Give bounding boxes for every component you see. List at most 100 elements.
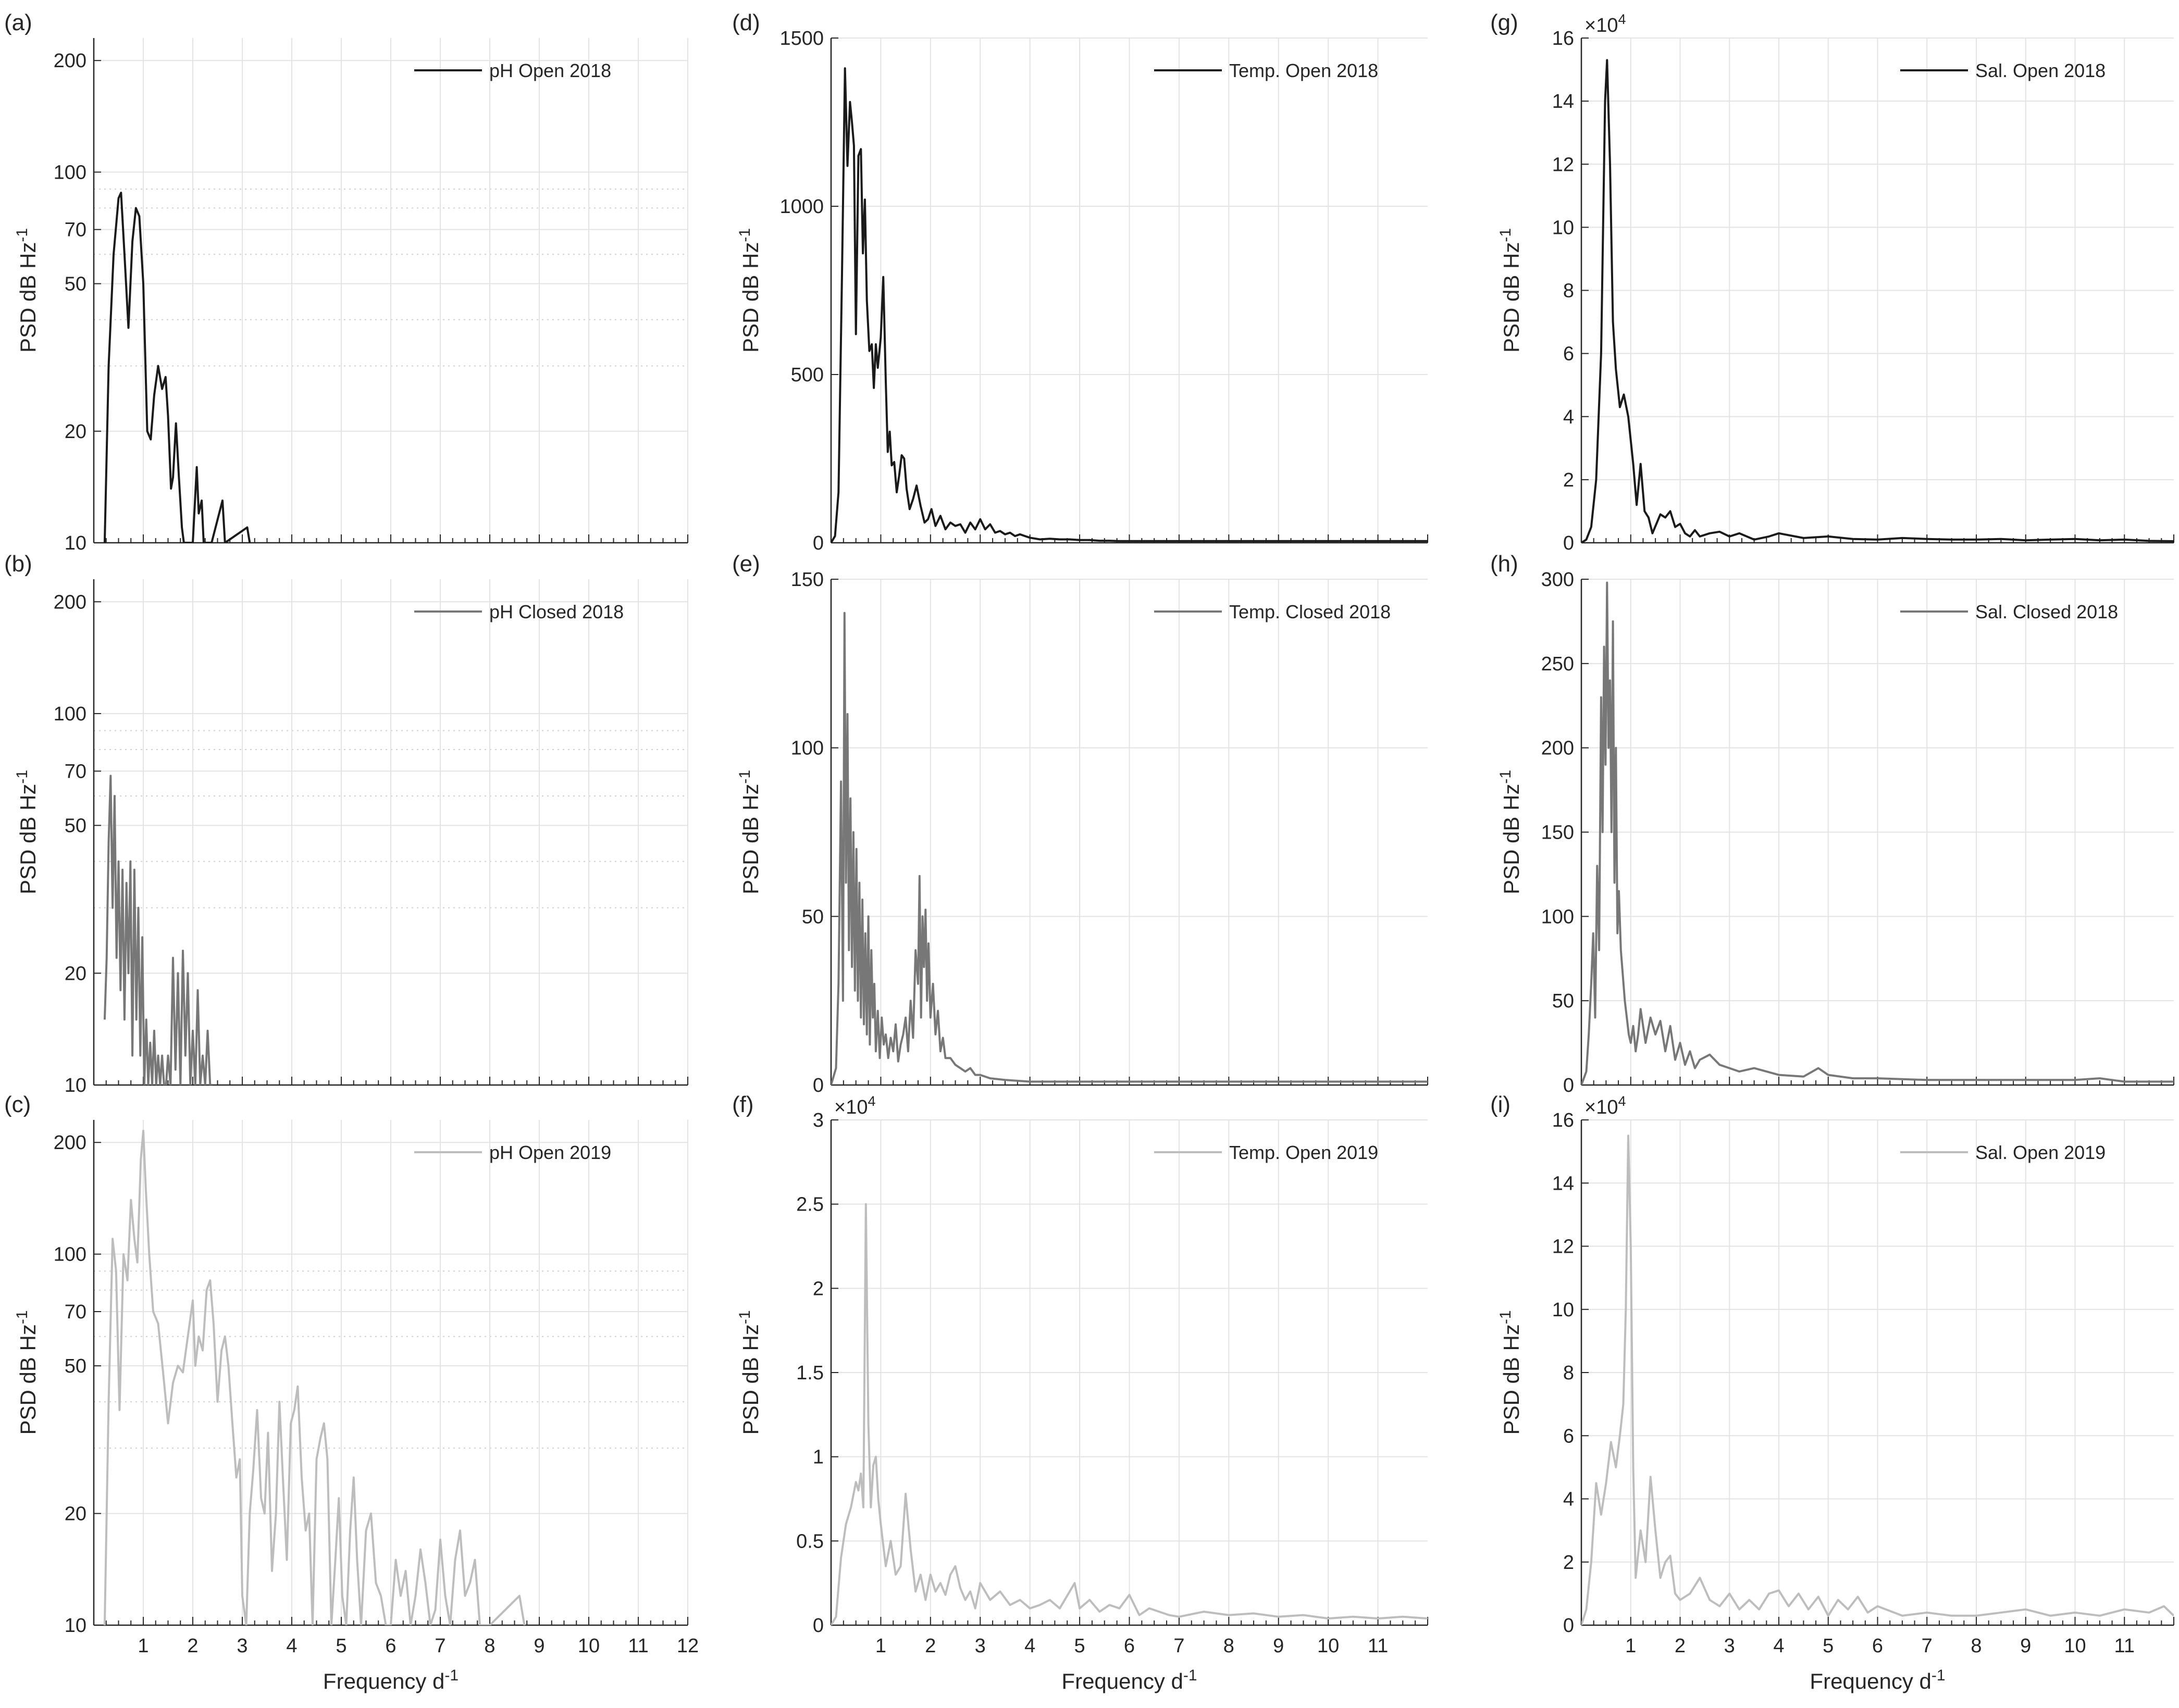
- x-tick-label: 2: [925, 1635, 936, 1657]
- exponent-label: ×104: [1584, 1093, 1626, 1118]
- series-line: [103, 775, 213, 1085]
- panel-label: (e): [732, 551, 760, 577]
- y-tick-label: 20: [65, 963, 86, 984]
- y-tick-label: 10: [1552, 217, 1574, 239]
- y-tick-label: 1: [813, 1447, 824, 1468]
- y-axis-label: PSD dB Hz-1: [1497, 228, 1524, 353]
- series-line: [103, 191, 251, 543]
- x-tick-label: 1: [138, 1635, 148, 1657]
- legend-label: Temp. Open 2019: [1229, 1142, 1378, 1163]
- x-tick-label: 7: [1922, 1635, 1933, 1657]
- x-tick-label: 8: [1223, 1635, 1234, 1657]
- x-tick-label: 9: [2020, 1635, 2031, 1657]
- y-tick-label: 8: [1563, 1362, 1574, 1384]
- x-axis-label: Frequency d-1: [1061, 1667, 1197, 1694]
- x-tick-label: 1: [1625, 1635, 1636, 1657]
- x-tick-label: 7: [1173, 1635, 1184, 1657]
- y-tick-label: 16: [1552, 1109, 1574, 1131]
- y-tick-label: 10: [1552, 1299, 1574, 1321]
- x-tick-label: 8: [484, 1635, 495, 1657]
- y-axis-label: PSD dB Hz-1: [736, 228, 763, 353]
- y-tick-label: 10: [65, 1615, 86, 1637]
- y-tick-label: 70: [65, 1301, 86, 1323]
- y-tick-label: 0: [813, 1075, 824, 1096]
- y-tick-label: 20: [65, 1503, 86, 1525]
- y-axis-label: PSD dB Hz-1: [14, 228, 41, 353]
- y-tick-label: 12: [1552, 1236, 1574, 1258]
- y-tick-label: 16: [1552, 28, 1574, 49]
- x-tick-label: 8: [1971, 1635, 1982, 1657]
- panel-label: (c): [4, 1092, 31, 1117]
- y-tick-label: 1.5: [796, 1362, 824, 1384]
- x-tick-label: 3: [975, 1635, 986, 1657]
- panel-label: (d): [732, 10, 760, 35]
- y-tick-label: 50: [1552, 990, 1574, 1012]
- x-tick-label: 5: [1823, 1635, 1834, 1657]
- y-tick-label: 0: [1563, 1615, 1574, 1637]
- legend-label: pH Open 2018: [489, 60, 611, 81]
- panel-d: 0 500 1000 1500 PSD dB Hz-1 (d) Temp. Open 201…: [732, 10, 1428, 554]
- series-line: [831, 1203, 1428, 1625]
- y-axis-label: PSD dB Hz-1: [1497, 770, 1524, 894]
- y-tick-label: 0: [813, 1615, 824, 1637]
- y-tick-label: 200: [1541, 738, 1574, 759]
- x-tick-label: 11: [628, 1635, 648, 1657]
- x-tick-label: 10: [1317, 1635, 1339, 1657]
- legend-label: Sal. Closed 2018: [1975, 601, 2118, 622]
- panel-label: (g): [1490, 10, 1518, 35]
- panel-label: (b): [4, 551, 32, 577]
- y-axis-label: PSD dB Hz-1: [14, 770, 41, 894]
- x-tick-label: 10: [2064, 1635, 2086, 1657]
- x-tick-label: 7: [435, 1635, 445, 1657]
- legend-label: pH Closed 2018: [489, 601, 624, 622]
- y-tick-label: 200: [54, 50, 86, 72]
- x-tick-label: 11: [1368, 1635, 1388, 1657]
- panel-f: 0 0.5 1 1.5 2 2.5 3 1 2 3 4 5 6 7 8 9 10 11 Frequency d-1 P…: [732, 1092, 1428, 1693]
- y-tick-label: 70: [65, 219, 86, 241]
- y-tick-label: 50: [65, 815, 86, 837]
- y-tick-label: 0: [1563, 532, 1574, 554]
- panel-a: 10 20 50 70 100 200 PSD dB Hz-1 (a) pH Open 2018: [4, 10, 688, 554]
- y-axis-label: PSD dB Hz-1: [736, 1310, 763, 1435]
- y-tick-label: 100: [1541, 906, 1574, 928]
- panel-b: 10 20 50 70 100 200 PSD dB Hz-1 (b) pH Closed 20…: [4, 551, 688, 1096]
- series-line: [831, 612, 1428, 1085]
- y-tick-label: 6: [1563, 1425, 1574, 1447]
- y-tick-label: 2: [1563, 1552, 1574, 1574]
- y-tick-label: 0: [1563, 1075, 1574, 1096]
- x-tick-label: 4: [1024, 1635, 1035, 1657]
- y-tick-label: 250: [1541, 653, 1574, 675]
- legend-label: Temp. Closed 2018: [1229, 601, 1391, 622]
- x-tick-label: 2: [187, 1635, 198, 1657]
- y-tick-label: 300: [1541, 569, 1574, 591]
- legend-label: pH Open 2019: [489, 1142, 611, 1163]
- y-tick-label: 4: [1563, 406, 1574, 428]
- panel-label: (i): [1490, 1092, 1511, 1117]
- y-tick-label: 8: [1563, 280, 1574, 302]
- x-tick-label: 6: [1124, 1635, 1135, 1657]
- x-tick-label: 11: [2114, 1635, 2135, 1657]
- y-tick-label: 200: [54, 591, 86, 613]
- y-tick-label: 14: [1552, 91, 1574, 113]
- y-tick-label: 500: [791, 364, 824, 386]
- y-tick-label: 150: [1541, 822, 1574, 844]
- y-tick-label: 20: [65, 421, 86, 443]
- y-tick-label: 1500: [779, 28, 824, 49]
- x-tick-label: 6: [385, 1635, 396, 1657]
- series-line: [1581, 1134, 2174, 1625]
- y-tick-label: 150: [791, 569, 824, 591]
- x-tick-label: 3: [1724, 1635, 1735, 1657]
- x-axis-label: Frequency d-1: [323, 1667, 459, 1694]
- x-tick-label: 4: [1773, 1635, 1784, 1657]
- x-tick-label: 12: [677, 1635, 699, 1657]
- panel-e: 0 50 100 150 PSD dB Hz-1 (e) Temp. Closed 2018: [732, 551, 1428, 1096]
- y-tick-label: 50: [65, 273, 86, 295]
- legend-label: Temp. Open 2018: [1229, 60, 1378, 81]
- y-axis-label: PSD dB Hz-1: [736, 770, 763, 894]
- legend-label: Sal. Open 2019: [1975, 1142, 2106, 1163]
- x-tick-label: 6: [1872, 1635, 1883, 1657]
- series-line: [1581, 59, 2174, 543]
- x-tick-label: 10: [578, 1635, 600, 1657]
